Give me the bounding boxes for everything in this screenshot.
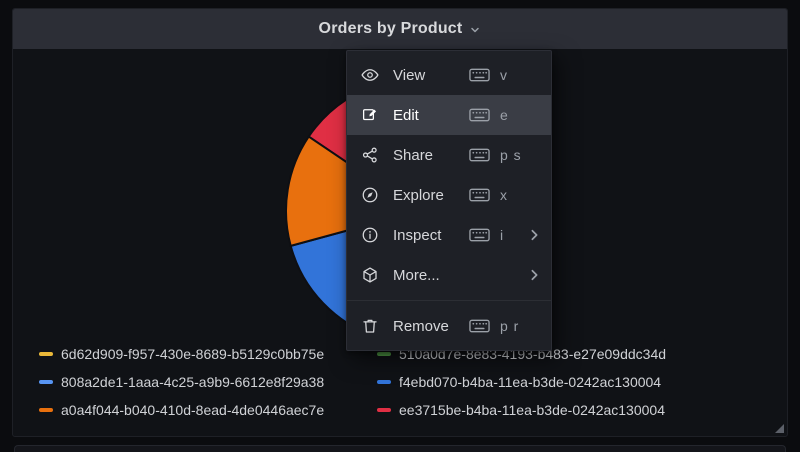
panel-header: Orders by Product — [13, 9, 787, 49]
chevron-down-icon — [469, 24, 481, 36]
legend-item[interactable]: f4ebd070-b4ba-11ea-b3de-0242ac130004 — [377, 374, 666, 390]
legend-label: ee3715be-b4ba-11ea-b3de-0242ac130004 — [399, 402, 665, 418]
compass-icon — [361, 186, 381, 204]
legend-label: f4ebd070-b4ba-11ea-b3de-0242ac130004 — [399, 374, 662, 390]
menu-item-share[interactable]: Share p s — [347, 135, 551, 175]
menu-item-right: e — [469, 107, 539, 123]
menu-divider — [347, 300, 551, 301]
legend-swatch — [377, 352, 391, 356]
chevron-right-icon — [528, 269, 539, 281]
legend-label: 6d62d909-f957-430e-8689-b5129c0bb75e — [61, 346, 325, 362]
menu-item-right: p s — [469, 147, 539, 163]
keyboard-icon — [469, 319, 491, 333]
menu-item-label: View — [393, 66, 426, 84]
menu-item-label: Share — [393, 146, 434, 164]
legend-swatch — [39, 352, 53, 356]
panel-title-button[interactable]: Orders by Product — [319, 20, 482, 38]
legend-swatch — [377, 408, 391, 412]
legend-item[interactable]: 6d62d909-f957-430e-8689-b5129c0bb75e — [39, 346, 377, 362]
panel-title: Orders by Product — [318, 20, 463, 37]
menu-shortcut: v — [500, 67, 508, 83]
legend-swatch — [377, 380, 391, 384]
menu-item-inspect[interactable]: Inspect i — [347, 215, 551, 255]
menu-item-label: Remove — [393, 317, 449, 335]
menu-item-edit[interactable]: Edit e — [347, 95, 551, 135]
menu-item-label: Edit — [393, 106, 419, 124]
menu-item-right — [469, 269, 539, 281]
trash-icon — [361, 317, 381, 335]
eye-icon — [361, 66, 381, 84]
keyboard-icon — [469, 68, 491, 82]
share-icon — [361, 146, 381, 164]
menu-item-view[interactable]: View v — [347, 55, 551, 95]
chevron-right-icon — [528, 229, 539, 241]
panel-resize-handle[interactable] — [775, 424, 784, 433]
menu-shortcut: p r — [500, 318, 520, 334]
panel-context-menu: View v Edit e Share — [346, 50, 552, 351]
keyboard-icon — [469, 228, 491, 242]
menu-item-label: Inspect — [393, 226, 442, 244]
menu-item-right: x — [469, 187, 539, 203]
keyboard-icon — [469, 108, 491, 122]
legend-item[interactable]: a0a4f044-b040-410d-8ead-4de0446aec7e — [39, 402, 377, 418]
cube-icon — [361, 266, 381, 284]
menu-item-more[interactable]: More... — [347, 255, 551, 295]
keyboard-icon — [469, 148, 491, 162]
menu-shortcut: i — [500, 227, 505, 243]
menu-item-remove[interactable]: Remove p r — [347, 306, 551, 346]
menu-item-explore[interactable]: Explore x — [347, 175, 551, 215]
menu-shortcut: x — [500, 187, 508, 203]
menu-item-right: v — [469, 67, 539, 83]
menu-shortcut: e — [500, 107, 509, 123]
info-circle-icon — [361, 226, 381, 244]
menu-shortcut: p s — [500, 147, 522, 163]
menu-item-right: p r — [469, 318, 539, 334]
legend-swatch — [39, 408, 53, 412]
pie-legend: 6d62d909-f957-430e-8689-b5129c0bb75e 808… — [39, 340, 666, 424]
menu-item-label: Explore — [393, 186, 444, 204]
menu-item-right: i — [469, 227, 539, 243]
menu-item-label: More... — [393, 266, 440, 284]
legend-label: 808a2de1-1aaa-4c25-a9b9-6612e8f29a38 — [61, 374, 325, 390]
edit-icon — [361, 106, 381, 124]
legend-item[interactable]: ee3715be-b4ba-11ea-b3de-0242ac130004 — [377, 402, 666, 418]
legend-label: a0a4f044-b040-410d-8ead-4de0446aec7e — [61, 402, 325, 418]
legend-swatch — [39, 380, 53, 384]
next-panel-edge — [14, 445, 786, 452]
legend-item[interactable]: 808a2de1-1aaa-4c25-a9b9-6612e8f29a38 — [39, 374, 377, 390]
keyboard-icon — [469, 188, 491, 202]
